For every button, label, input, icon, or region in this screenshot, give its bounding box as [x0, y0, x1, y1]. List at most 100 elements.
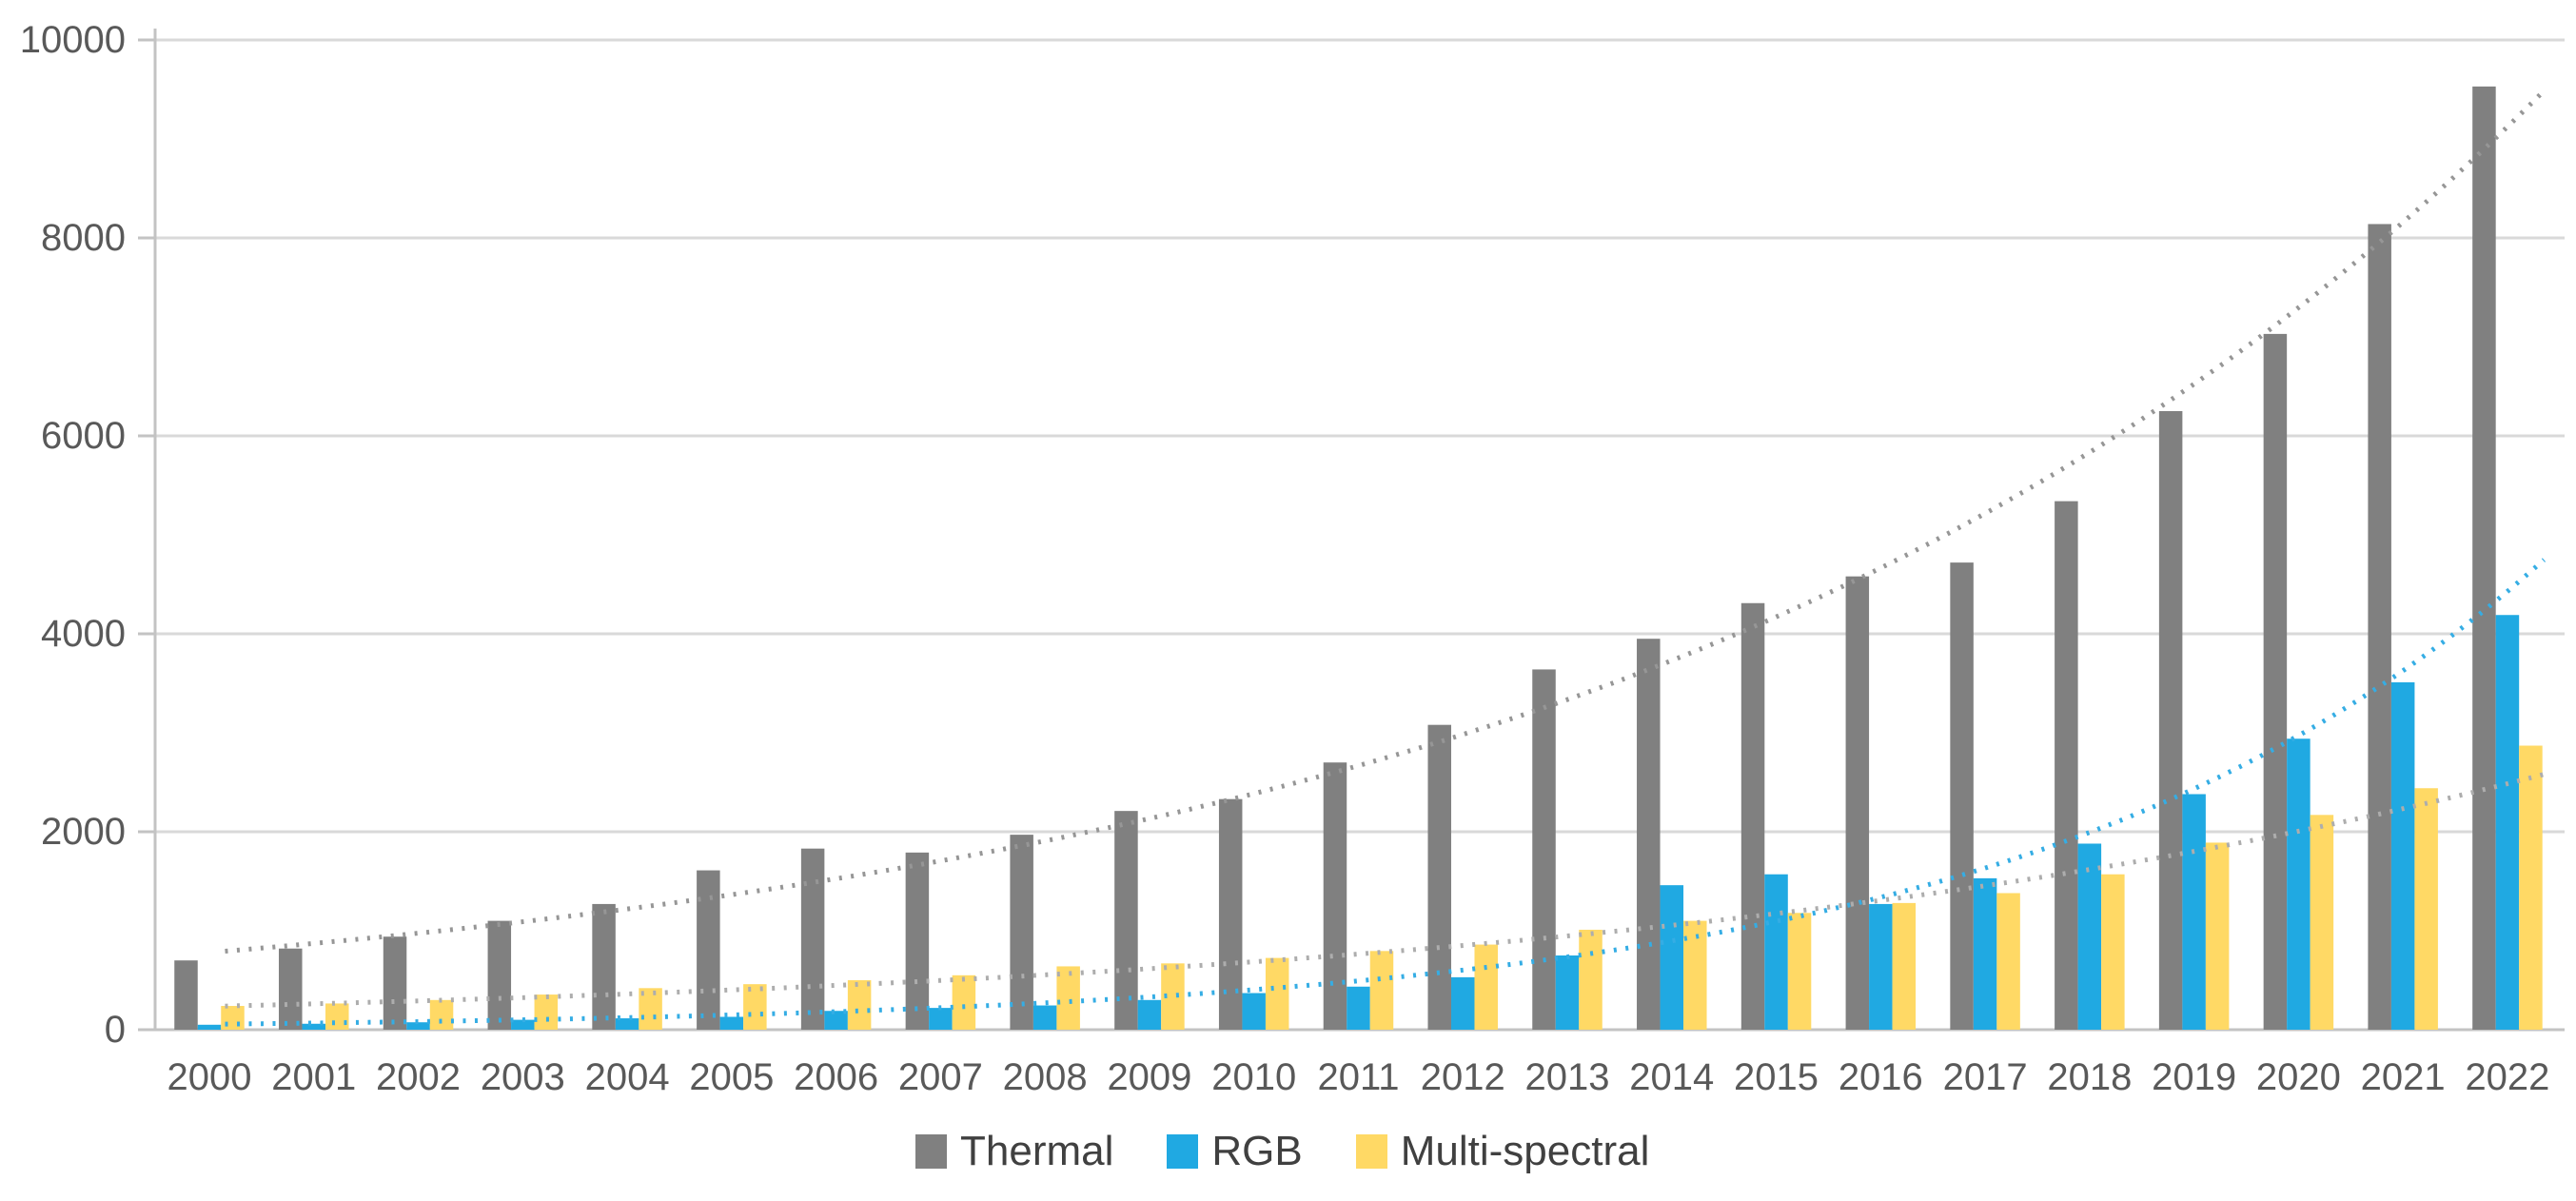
- thermal-bar-2014: [1637, 639, 1661, 1030]
- x-tick-label: 2003: [481, 1056, 565, 1098]
- x-tick-label: 2008: [1003, 1056, 1088, 1098]
- y-tick-label: 10000: [20, 19, 126, 61]
- rgb-bar-2000: [197, 1024, 222, 1030]
- thermal-bar-2001: [279, 948, 303, 1030]
- rgb-bar-2016: [1869, 903, 1893, 1030]
- thermal-bar-2015: [1740, 602, 1765, 1030]
- x-tick-label: 2012: [1421, 1056, 1505, 1098]
- rgb-bar-2019: [2182, 794, 2206, 1030]
- multispectral-bar-2022: [2519, 745, 2543, 1030]
- rgb-bar-2011: [1347, 986, 1370, 1030]
- multispectral-bar-2016: [1892, 902, 1917, 1030]
- multispectral-legend-swatch-icon: [1355, 1134, 1387, 1169]
- multispectral-bar-2002: [429, 999, 454, 1030]
- rgb-bar-2002: [406, 1022, 430, 1030]
- x-tick-label: 2021: [2361, 1056, 2446, 1098]
- x-tick-label: 2007: [898, 1056, 983, 1098]
- multispectral-bar-2006: [847, 980, 872, 1030]
- x-tick-label: 2016: [1839, 1056, 1923, 1098]
- rgb-bar-2007: [929, 1008, 953, 1030]
- legend-label-thermal: Thermal: [960, 1128, 1114, 1174]
- thermal-legend-swatch-icon: [915, 1134, 947, 1169]
- legend-item-rgb: RGB: [1167, 1128, 1303, 1174]
- x-tick-label: 2009: [1107, 1056, 1191, 1098]
- thermal-bar-2000: [174, 960, 198, 1030]
- multispectral-bar-2007: [952, 975, 976, 1030]
- legend-item-thermal: Thermal: [915, 1131, 1113, 1172]
- multispectral-bar-2011: [1369, 951, 1394, 1030]
- legend-label-multispectral: Multi-spectral: [1400, 1128, 1650, 1174]
- y-tick-label: 8000: [41, 217, 126, 259]
- thermal-bar-2022: [2472, 86, 2496, 1030]
- thermal-bar-2019: [2158, 411, 2183, 1030]
- x-tick-label: 2004: [585, 1056, 670, 1098]
- thermal-bar-2009: [1114, 811, 1138, 1030]
- multispectral-bar-2017: [1996, 893, 2020, 1030]
- y-tick-label: 2000: [41, 811, 126, 853]
- rgb-bar-2018: [2077, 843, 2102, 1030]
- x-tick-label: 2002: [376, 1056, 461, 1098]
- legend-label-rgb: RGB: [1211, 1128, 1303, 1174]
- x-tick-label: 2001: [271, 1056, 356, 1098]
- multispectral-bar-2000: [221, 1006, 245, 1030]
- rgb-bar-2001: [302, 1023, 326, 1030]
- multispectral-bar-2015: [1787, 913, 1812, 1030]
- rgb-bar-2006: [824, 1011, 848, 1030]
- multispectral-bar-2021: [2414, 788, 2438, 1030]
- thermal-bar-2016: [1845, 576, 1870, 1030]
- rgb-bar-2010: [1242, 993, 1266, 1030]
- rgb-bar-2008: [1032, 1005, 1057, 1030]
- multispectral-bar-2013: [1579, 929, 1603, 1030]
- rgb-bar-2015: [1764, 874, 1788, 1030]
- multispectral-trendline: [225, 772, 2546, 1009]
- thermal-bar-2011: [1323, 762, 1347, 1030]
- multispectral-bar-2001: [325, 1003, 349, 1030]
- rgb-bar-2012: [1450, 976, 1475, 1030]
- rgb-bar-2005: [719, 1016, 744, 1030]
- x-tick-label: 2013: [1525, 1056, 1610, 1098]
- x-tick-label: 2019: [2152, 1056, 2236, 1098]
- x-tick-label: 2010: [1211, 1056, 1296, 1098]
- thermal-bar-2008: [1010, 835, 1033, 1030]
- multispectral-bar-2018: [2101, 874, 2125, 1030]
- thermal-bar-2004: [592, 903, 616, 1030]
- thermal-bar-2021: [2368, 224, 2391, 1030]
- x-tick-label: 2018: [2047, 1056, 2132, 1098]
- y-tick-label: 0: [105, 1009, 126, 1051]
- rgb-bar-2020: [2287, 738, 2311, 1030]
- y-tick-label: 6000: [41, 415, 126, 457]
- thermal-bar-2006: [800, 848, 825, 1030]
- rgb-bar-2021: [2390, 681, 2415, 1030]
- thermal-bar-2020: [2263, 333, 2288, 1030]
- thermal-bar-2010: [1218, 798, 1243, 1030]
- rgb-bar-2013: [1555, 955, 1580, 1030]
- thermal-bar-2007: [905, 852, 930, 1030]
- thermal-bar-2012: [1427, 724, 1451, 1030]
- rgb-legend-swatch-icon: [1167, 1134, 1199, 1169]
- x-tick-label: 2017: [1943, 1056, 2028, 1098]
- multispectral-bar-2005: [743, 984, 767, 1030]
- thermal-bar-2018: [2055, 501, 2078, 1030]
- thermal-bar-2003: [487, 920, 512, 1030]
- thermal-bar-2013: [1532, 669, 1556, 1030]
- rgb-bar-2014: [1660, 885, 1684, 1030]
- thermal-bar-2002: [383, 936, 407, 1030]
- x-tick-label: 2015: [1734, 1056, 1819, 1098]
- rgb-bar-2004: [615, 1018, 639, 1030]
- rgb-bar-2009: [1137, 999, 1162, 1030]
- thermal-bar-2017: [1950, 562, 1974, 1030]
- x-tick-label: 2006: [794, 1056, 878, 1098]
- x-tick-label: 2022: [2465, 1056, 2549, 1098]
- thermal-bar-2005: [697, 870, 720, 1030]
- legend-item-multispectral: Multi-spectral: [1355, 1128, 1650, 1174]
- multispectral-bar-2010: [1265, 957, 1289, 1030]
- legend: Thermal RGB Multi-spectral: [915, 1131, 1649, 1172]
- x-tick-label: 2014: [1629, 1056, 1714, 1098]
- multispectral-bar-2003: [534, 994, 559, 1030]
- x-tick-label: 2011: [1317, 1056, 1399, 1098]
- rgb-bar-2017: [1973, 877, 1997, 1030]
- multispectral-bar-2014: [1683, 920, 1707, 1030]
- rgb-bar-2022: [2495, 615, 2520, 1030]
